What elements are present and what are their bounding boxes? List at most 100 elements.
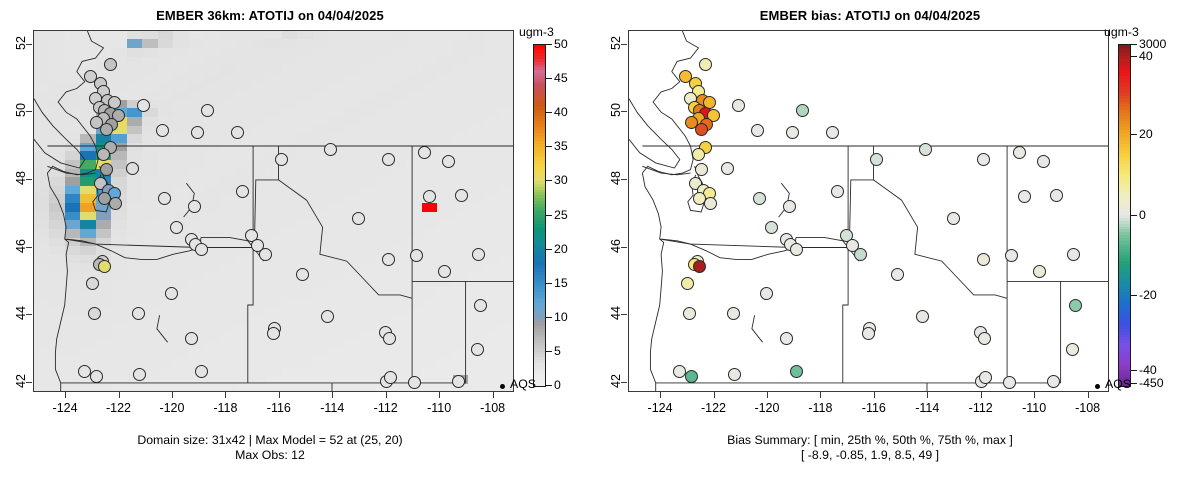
model-grid-cell (499, 384, 513, 391)
model-grid-cell (281, 203, 299, 213)
model-grid-cell (64, 151, 81, 161)
model-grid-cell (250, 375, 268, 385)
colorbar-tick (1131, 55, 1137, 57)
colorbar-tick-label: 35 (554, 139, 568, 154)
y-axis-tick (621, 314, 627, 316)
model-grid-cell (452, 91, 469, 101)
colorbar-tick-label: -450 (1139, 376, 1164, 391)
model-grid-cell (266, 39, 283, 49)
model-grid-cell (483, 349, 500, 359)
map-outline-layer-bias (629, 31, 1108, 391)
observation-marker (919, 142, 933, 156)
colorbar-segment (1119, 300, 1130, 304)
model-grid-cell (359, 358, 376, 368)
model-grid-cell (111, 384, 128, 391)
model-grid-cell (126, 228, 143, 239)
model-grid-cell (49, 168, 66, 178)
y-axis-tick (26, 43, 32, 45)
model-grid-cell (250, 82, 268, 92)
model-grid-cell (250, 220, 268, 230)
model-grid-cell (111, 220, 128, 230)
model-grid-cell (328, 228, 345, 239)
colorbar-segment (1119, 129, 1130, 134)
y-axis-tick (621, 111, 627, 113)
model-grid-cell (406, 358, 423, 368)
y-axis-tick (621, 178, 627, 180)
model-grid-cell (499, 39, 513, 49)
model-grid-cell (344, 272, 361, 282)
colorbar-segment (1119, 274, 1130, 279)
model-grid-cell (173, 73, 190, 83)
model-grid-cell (142, 99, 159, 109)
model-grid-cell (235, 263, 252, 273)
model-grid-cell (157, 375, 174, 385)
model-grid-cell (421, 228, 438, 239)
model-grid-cell (34, 116, 50, 127)
colorbar-tick (546, 248, 552, 250)
model-grid-cell (157, 65, 174, 75)
model-grid-cell (80, 228, 97, 239)
colorbar-segment (1119, 45, 1130, 49)
colorbar-segment (534, 303, 545, 307)
model-grid-cell (173, 185, 190, 196)
colorbar-tick (1131, 44, 1137, 45)
model-grid-cell (34, 194, 50, 204)
model-grid-cell (173, 280, 190, 290)
model-grid-cell (437, 289, 454, 299)
model-grid-cell (297, 125, 314, 135)
model-grid-cell (375, 246, 392, 256)
model-grid-cell (437, 73, 454, 83)
model-grid-cell (250, 91, 268, 101)
model-grid-cell (499, 125, 513, 135)
colorbar-segment (534, 343, 545, 347)
model-grid-cell (406, 168, 423, 178)
model-grid-cell (468, 358, 485, 368)
model-grid-cell (406, 272, 423, 282)
model-grid-cell (483, 280, 500, 290)
model-grid-cell (266, 280, 283, 290)
colorbar-segment (534, 266, 545, 270)
model-grid-cell (312, 65, 330, 75)
model-grid-cell (281, 375, 299, 385)
model-grid-cell (111, 332, 128, 342)
model-grid-cell (344, 349, 361, 359)
model-grid-cell (111, 358, 128, 368)
model-grid-cell (157, 228, 174, 239)
model-grid-cell (421, 306, 438, 316)
model-grid-cell (266, 315, 283, 325)
model-grid-cell (219, 349, 236, 359)
model-grid-cell (204, 306, 221, 316)
observation-marker (87, 306, 101, 320)
model-grid-cell (312, 151, 330, 161)
model-grid-cell (95, 280, 112, 290)
y-axis-label: 48 (14, 170, 28, 185)
model-grid-cell (437, 228, 454, 239)
model-grid-cell (437, 332, 454, 342)
model-grid-cell (64, 246, 81, 256)
model-grid-cell (95, 323, 112, 333)
x-axis-label: -118 (213, 401, 238, 415)
colorbar-segment (534, 212, 545, 216)
model-grid-cell (157, 31, 174, 40)
observation-marker (760, 286, 774, 300)
colorbar-segment (534, 164, 545, 168)
colorbar-segment (1119, 161, 1130, 165)
model-grid-cell (173, 194, 190, 204)
colorbar-segment (1119, 189, 1130, 194)
bias-plot-area (628, 30, 1109, 392)
observation-marker (853, 247, 867, 261)
model-grid-cell (34, 228, 50, 239)
observation-marker (1032, 264, 1046, 278)
colorbar-segment (1119, 374, 1130, 378)
model-grid-cell (235, 220, 252, 230)
model-grid-cell (142, 203, 159, 213)
colorbar-segment (1119, 181, 1130, 185)
model-grid-cell (34, 289, 50, 299)
colorbar-segment (1119, 334, 1130, 338)
colorbar-segment (534, 337, 545, 341)
model-grid-cell (281, 349, 299, 359)
observation-marker (782, 200, 796, 214)
observation-marker (266, 327, 280, 341)
model-grid-cell (204, 272, 221, 282)
model-grid-cell (297, 151, 314, 161)
